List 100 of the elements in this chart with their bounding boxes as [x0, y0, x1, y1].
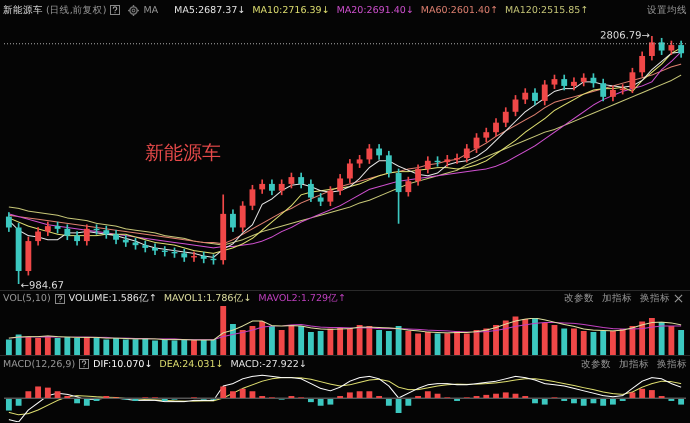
annotation: ←984.67 [20, 280, 64, 292]
bar [405, 398, 412, 406]
bar [44, 388, 51, 398]
bar [16, 398, 22, 406]
bar [346, 328, 353, 356]
bar [16, 334, 22, 356]
bar [278, 330, 285, 356]
bar [580, 331, 587, 356]
bar [532, 398, 538, 404]
bar [25, 391, 32, 398]
bar [94, 338, 100, 356]
text: 换指标 [640, 292, 670, 305]
bar [64, 337, 70, 356]
chart-title: MACD(12,26,9) [3, 358, 76, 370]
bar [54, 338, 61, 356]
bar [580, 398, 587, 406]
bar [464, 334, 470, 356]
annotation: 2806.79→ [600, 30, 650, 42]
bar [590, 332, 596, 356]
text: VOLUME:1.586亿↑ [68, 292, 157, 305]
bar [230, 391, 236, 398]
bar [512, 394, 518, 398]
bar [337, 328, 344, 356]
text: 设置均线 [647, 4, 687, 16]
bar [376, 330, 382, 356]
bar [250, 391, 256, 398]
series-label: MAVOL1:1.786亿↓ [164, 292, 252, 305]
bar [493, 325, 499, 356]
chart-title: 新能源车 [3, 4, 43, 16]
bar [6, 398, 12, 411]
bar [620, 328, 626, 356]
bar [84, 398, 90, 406]
bar [356, 325, 363, 356]
bar [590, 398, 596, 404]
bar [600, 331, 606, 356]
bar [434, 394, 440, 398]
text: 换指标 [657, 358, 687, 370]
text: MA10:2716.39↓ [252, 4, 330, 16]
series-label: MACD:-27.922↓ [230, 358, 307, 370]
text: 改参数 [581, 358, 611, 370]
bar [74, 338, 80, 356]
bar [678, 330, 684, 356]
bar [318, 331, 324, 356]
bar [386, 331, 392, 356]
bar [512, 316, 518, 356]
bar [552, 325, 558, 356]
bar [648, 390, 655, 398]
bar [629, 326, 636, 356]
bar [54, 391, 61, 398]
bar [298, 326, 304, 356]
bar [230, 324, 236, 356]
bar [366, 326, 372, 356]
bar [610, 398, 616, 405]
bar [6, 340, 12, 356]
bar [308, 332, 314, 356]
bar [600, 398, 606, 406]
bar [678, 398, 684, 405]
bar [35, 338, 42, 356]
text: DEA:24.031↓ [159, 358, 224, 370]
bar [629, 392, 636, 398]
text: MA20:2691.40↓ [336, 4, 414, 16]
bar [113, 338, 119, 356]
text: MA60:2601.40↑ [420, 4, 498, 16]
bar [346, 392, 353, 398]
text: 加指标 [602, 292, 632, 305]
bar [405, 331, 412, 356]
bar [44, 336, 51, 356]
bar [152, 340, 158, 356]
text: MAVOL2:1.729亿↑ [258, 292, 346, 305]
bar [571, 398, 577, 404]
bar [191, 340, 197, 356]
bar [356, 391, 363, 398]
text: 改参数 [564, 292, 594, 305]
text: MA120:2515.85↑ [505, 4, 588, 16]
bar [220, 386, 226, 398]
text: MA [143, 4, 158, 16]
bar [327, 398, 334, 405]
bar [561, 328, 568, 356]
bar [132, 340, 138, 356]
bar [250, 326, 256, 356]
bar [658, 322, 665, 356]
bar [639, 388, 646, 398]
bar [493, 394, 499, 398]
bar [25, 337, 32, 356]
bar [532, 318, 538, 356]
bar [610, 331, 616, 356]
bar [571, 328, 577, 356]
bar [668, 326, 674, 356]
bar [454, 331, 460, 356]
bar [474, 330, 480, 356]
bar [639, 322, 646, 356]
bar [327, 328, 334, 356]
bar [269, 326, 275, 356]
bar [444, 334, 450, 356]
text: MA5:2687.37↓ [174, 4, 246, 16]
bar [386, 398, 392, 406]
bar [415, 334, 421, 356]
bar [288, 325, 294, 356]
bar [74, 398, 80, 404]
bar [172, 340, 178, 356]
